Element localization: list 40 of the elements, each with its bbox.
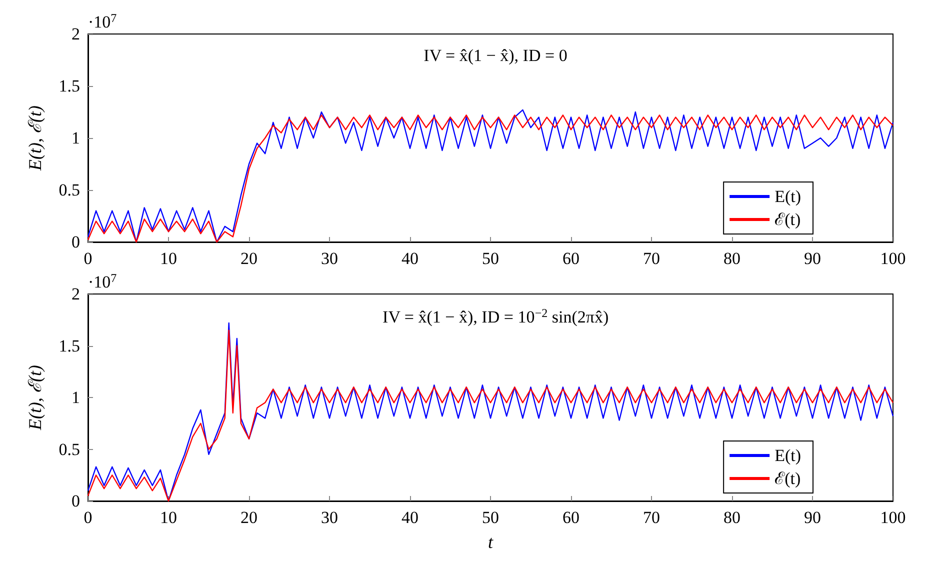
- x-tick-label: 10: [160, 249, 177, 268]
- y-tick-label: 1.5: [58, 336, 80, 356]
- x-tick-label: 10: [160, 508, 177, 527]
- x-tick-label: 0: [84, 508, 92, 527]
- legend-label: ℰ(t): [774, 210, 801, 229]
- y-tick-label: 1.5: [58, 76, 80, 96]
- y-tick-label: 2: [72, 24, 80, 44]
- y-tick-label: 2: [72, 284, 80, 304]
- legend-label: E(t): [774, 187, 802, 206]
- x-tick-label: 0: [84, 249, 92, 268]
- y-axis-title: E(t), ℰ(t): [25, 365, 45, 431]
- x-tick-label: 30: [321, 508, 338, 527]
- x-tick-label: 20: [240, 508, 258, 527]
- legend-label: E(t): [774, 446, 802, 465]
- x-tick-label: 40: [402, 508, 418, 527]
- y-axis-title: E(t), ℰ(t): [25, 106, 45, 172]
- x-tick-label: 60: [562, 249, 580, 268]
- x-tick-label: 70: [643, 249, 660, 268]
- x-tick-label: 70: [643, 508, 660, 527]
- text: IV = x̂(1 − x̂), ID = 0: [424, 46, 568, 65]
- y-tick-label: 0.5: [58, 180, 80, 200]
- x-tick-label: 50: [482, 508, 499, 527]
- x-tick-label: 20: [240, 249, 258, 268]
- y-tick-label: 1: [72, 388, 80, 407]
- legend-label: ℰ(t): [774, 469, 801, 488]
- y-tick-label: 0.5: [58, 440, 80, 459]
- x-axis-title: t: [488, 532, 494, 552]
- x-tick-label: 100: [880, 508, 906, 527]
- x-tick-label: 80: [724, 508, 740, 527]
- x-tick-label: 60: [562, 508, 580, 527]
- x-tick-label: 40: [402, 249, 418, 268]
- y-tick-label: 0: [72, 492, 80, 510]
- y-tick-label: 1: [72, 128, 80, 148]
- x-tick-label: 90: [804, 508, 821, 527]
- x-tick-label: 30: [321, 249, 338, 268]
- x-tick-label: 90: [804, 249, 821, 268]
- y-tick-label: 0: [72, 232, 80, 252]
- x-tick-label: 80: [724, 249, 740, 268]
- x-tick-label: 100: [880, 249, 906, 268]
- x-tick-label: 50: [482, 249, 499, 268]
